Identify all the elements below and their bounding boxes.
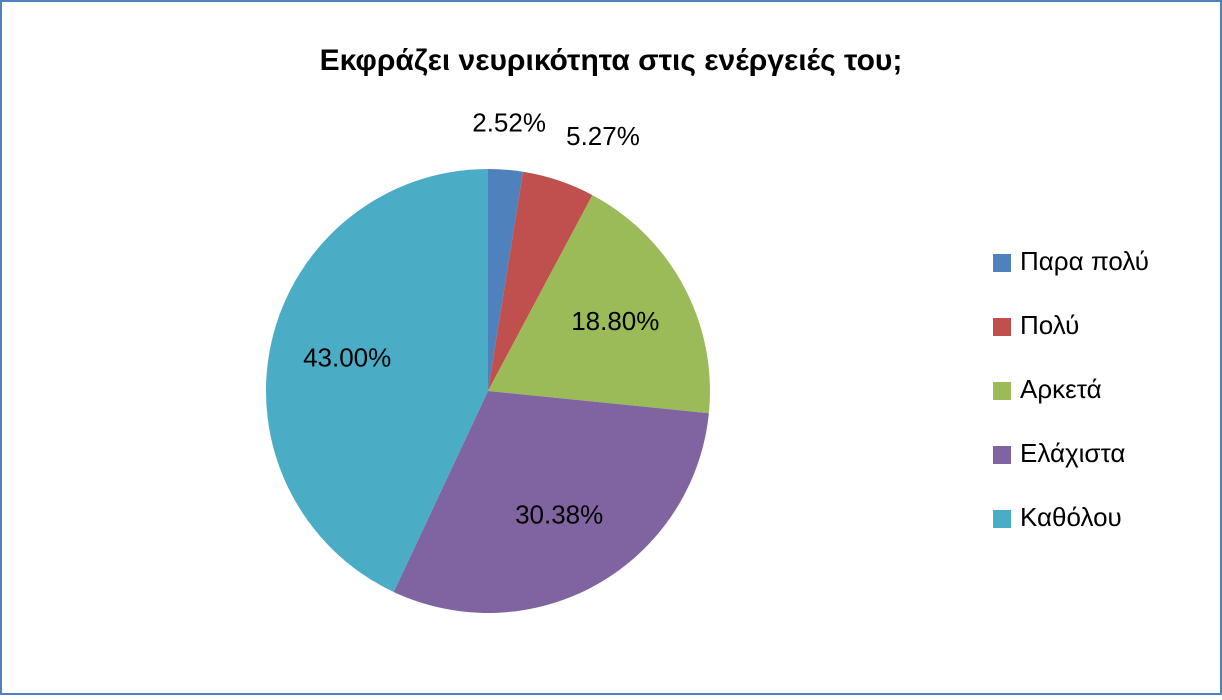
data-label: 2.52% (472, 108, 546, 138)
legend-label: Καθόλου (1020, 502, 1122, 532)
data-label: 18.80% (571, 306, 659, 336)
data-label: 30.38% (515, 499, 603, 529)
legend-label: Πολύ (1020, 310, 1079, 340)
pie-slice (488, 169, 524, 391)
pie-slice (265, 169, 488, 592)
legend-swatch (993, 382, 1011, 400)
legend-swatch (993, 318, 1011, 336)
pie-slice (488, 195, 710, 414)
data-label: 5.27% (566, 121, 640, 151)
pie-slice (488, 171, 593, 391)
pie-slice (393, 391, 709, 613)
legend-swatch (993, 510, 1011, 528)
legend-label: Αρκετά (1020, 374, 1102, 404)
legend-swatch (993, 446, 1011, 464)
legend-label: Παρα πολύ (1020, 246, 1149, 276)
chart-title: Εκφράζει νευρικότητα στις ενέργειές του; (320, 44, 903, 77)
legend-swatch (993, 254, 1011, 272)
legend-label: Ελάχιστα (1020, 438, 1125, 468)
data-label: 43.00% (303, 342, 391, 372)
